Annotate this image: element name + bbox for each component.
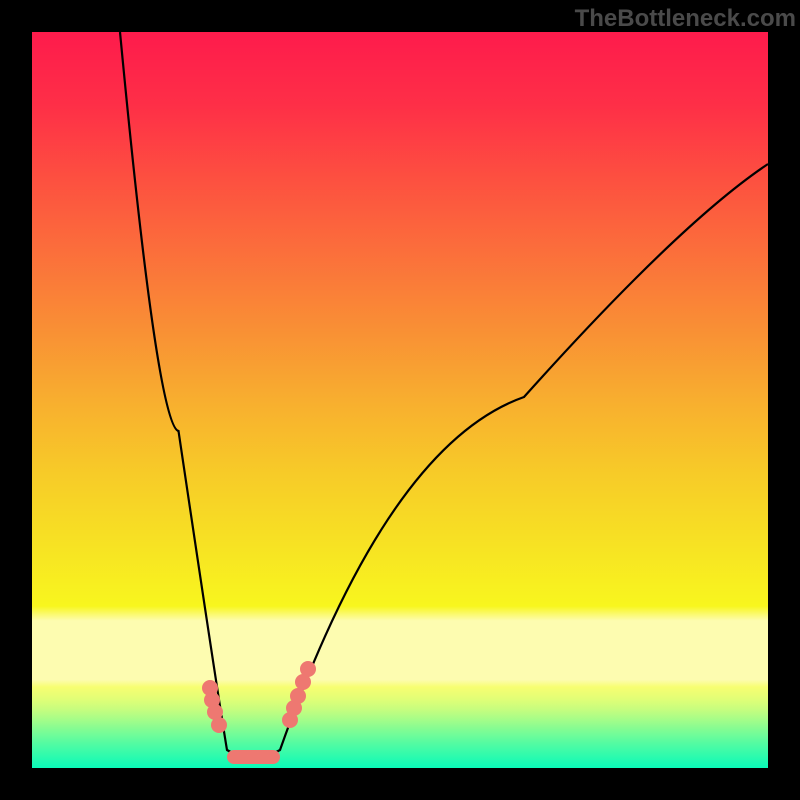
chart-container: TheBottleneck.com bbox=[0, 0, 800, 800]
bottleneck-curve bbox=[0, 0, 800, 800]
right-marker-2 bbox=[290, 688, 306, 704]
right-marker-4 bbox=[300, 661, 316, 677]
left-marker-3 bbox=[211, 717, 227, 733]
attribution-label: TheBottleneck.com bbox=[575, 5, 796, 33]
valley-fill bbox=[227, 750, 280, 764]
curve-path bbox=[120, 32, 768, 758]
